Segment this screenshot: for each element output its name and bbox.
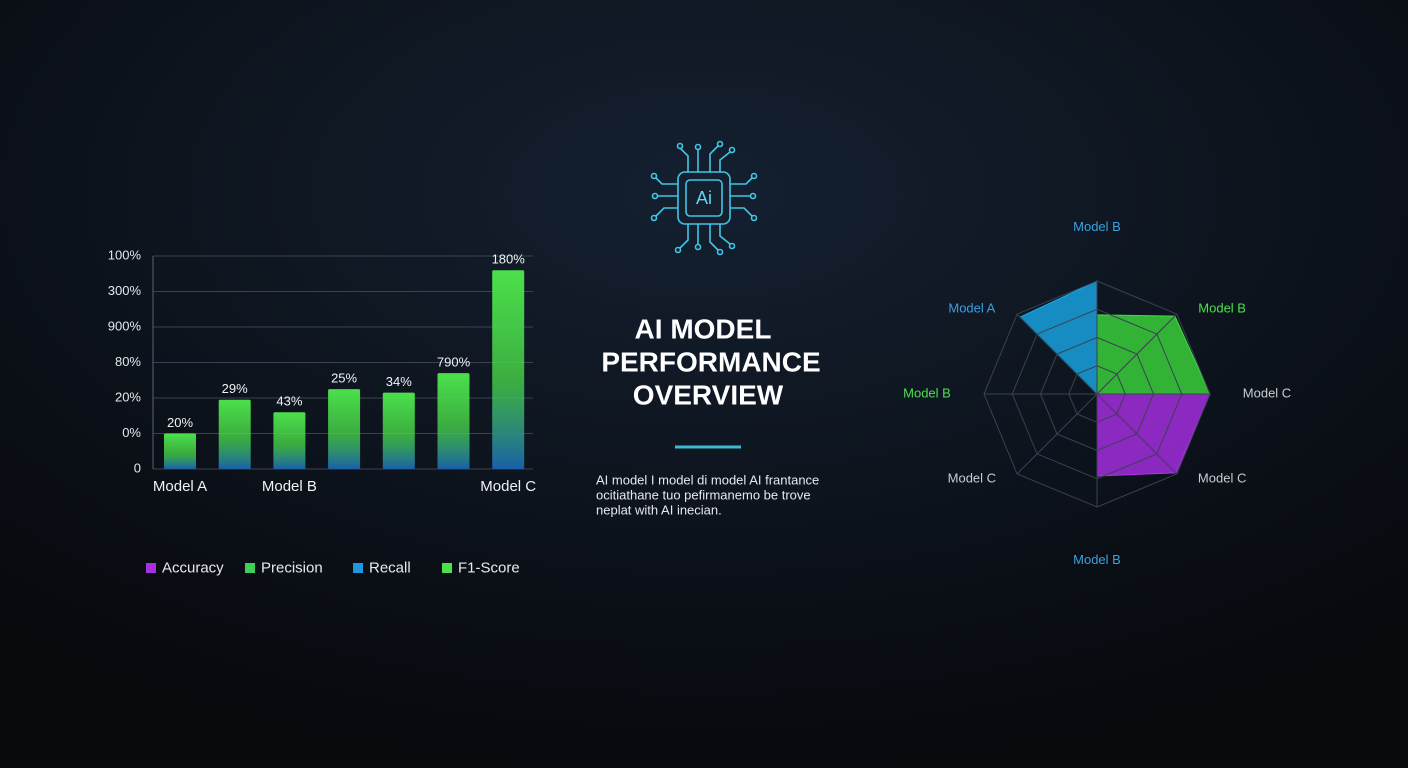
title-line: AI MODEL	[635, 313, 772, 344]
radar-axis-label: Model A	[948, 301, 995, 316]
radar-spoke	[1016, 313, 1098, 395]
y-tick-label: 0	[134, 460, 141, 475]
title-line: PERFORMANCE	[601, 346, 820, 377]
value-label: 180%	[492, 252, 526, 267]
radar-spoke	[1096, 393, 1178, 475]
radar-spoke	[1096, 313, 1178, 395]
value-label: 25%	[331, 371, 357, 386]
x-tick-label: Model C	[480, 478, 536, 495]
x-tick-label: Model A	[153, 478, 207, 495]
legend-swatch	[146, 563, 156, 573]
value-label: 43%	[276, 394, 302, 409]
radar-spoke	[1016, 393, 1098, 475]
radar-axis-label: Model C	[948, 470, 996, 485]
bar	[164, 433, 196, 469]
radar-axis-label: Model C	[1198, 470, 1246, 485]
description-line: AI model I model di model AI frantance	[596, 472, 819, 487]
value-label: 34%	[386, 374, 412, 389]
title-line: OVERVIEW	[633, 379, 784, 410]
legend-swatch	[245, 563, 255, 573]
y-tick-label: 100%	[108, 247, 142, 262]
y-tick-label: 0%	[122, 425, 141, 440]
y-tick-label: 80%	[115, 354, 141, 369]
ai-chip-icon	[650, 140, 758, 256]
x-tick-label: Model B	[262, 478, 317, 495]
legend-label: F1-Score	[458, 559, 520, 576]
description: AI model I model di model AI frantance o…	[596, 472, 819, 517]
y-tick-label: 900%	[108, 318, 142, 333]
legend-label: Recall	[369, 559, 411, 576]
radar-axis-label: Model B	[903, 385, 951, 400]
legend-label: Precision	[261, 559, 323, 576]
value-label: 790%	[437, 355, 471, 370]
bar	[218, 399, 251, 469]
title: AI MODEL PERFORMANCE OVERVIEW	[601, 313, 820, 410]
bar	[492, 270, 525, 469]
icon-label: Ai	[696, 188, 712, 208]
description-line: ocitiathane tuo pefirmanemo be trove	[596, 487, 811, 502]
bar	[328, 389, 361, 469]
legend-label: Accuracy	[162, 559, 224, 576]
bar	[437, 373, 470, 469]
y-tick-label: 300%	[108, 283, 142, 298]
legend-swatch	[353, 563, 363, 573]
bar	[273, 412, 306, 469]
radar-axis-label: Model B	[1073, 219, 1121, 234]
radar-axis-label: Model C	[1243, 385, 1291, 400]
legend-swatch	[442, 563, 452, 573]
radar-axis-label: Model B	[1073, 552, 1121, 567]
description-line: neplat with AI inecian.	[596, 502, 722, 517]
bar	[382, 392, 415, 469]
y-tick-label: 20%	[115, 389, 141, 404]
value-label: 29%	[222, 381, 248, 396]
radar-axis-label: Model B	[1198, 301, 1246, 316]
value-label: 20%	[167, 415, 193, 430]
